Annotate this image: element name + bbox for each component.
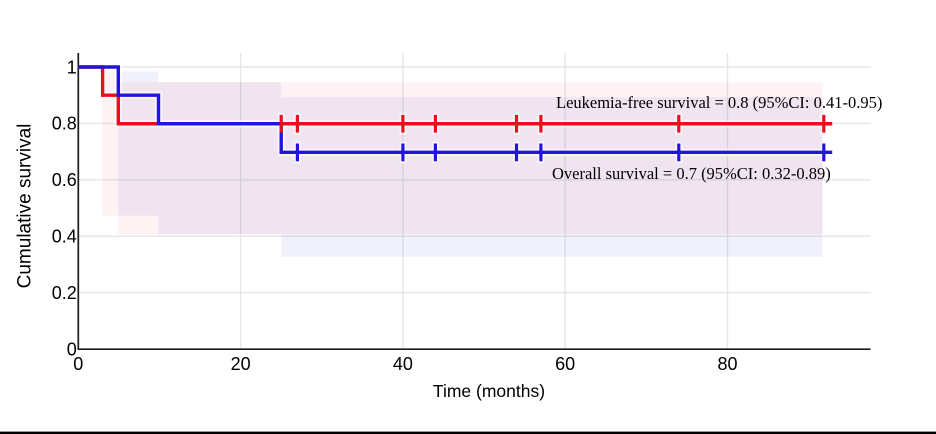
svg-text:1: 1: [67, 57, 77, 77]
svg-text:40: 40: [393, 354, 413, 374]
svg-text:0.2: 0.2: [52, 283, 77, 303]
svg-text:0: 0: [67, 339, 77, 359]
svg-text:Leukemia-free survival = 0.8 (: Leukemia-free survival = 0.8 (95%CI: 0.4…: [556, 93, 882, 112]
svg-text:0.4: 0.4: [52, 227, 77, 247]
svg-text:Cumulative survival: Cumulative survival: [15, 124, 36, 289]
svg-text:0: 0: [73, 354, 83, 374]
svg-text:0.6: 0.6: [52, 170, 77, 190]
svg-text:0.8: 0.8: [52, 114, 77, 134]
svg-text:Overall survival = 0.7 (95%CI:: Overall survival = 0.7 (95%CI: 0.32-0.89…: [552, 164, 831, 183]
svg-text:80: 80: [717, 354, 737, 374]
svg-text:60: 60: [555, 354, 575, 374]
svg-text:Time (months): Time (months): [433, 381, 545, 401]
svg-text:20: 20: [231, 354, 251, 374]
